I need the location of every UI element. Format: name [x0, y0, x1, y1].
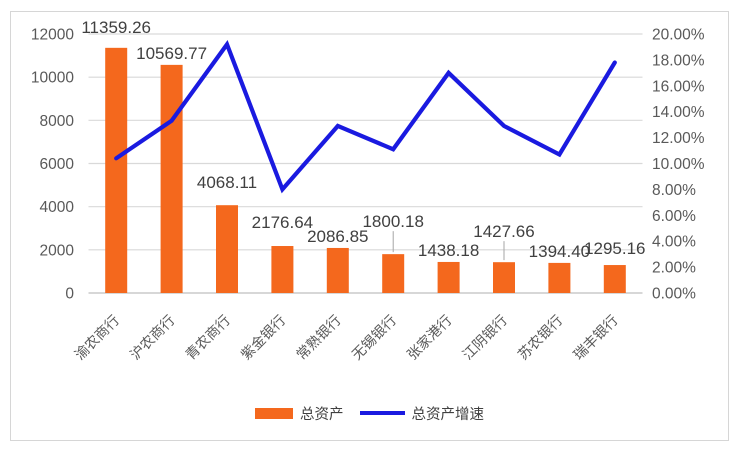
right-axis-tick: 10.00%	[652, 156, 705, 173]
x-label-青农商行: 青农商行	[182, 312, 233, 363]
line-series-swatch	[359, 411, 405, 415]
left-axis-tick: 4000	[40, 199, 75, 216]
x-label-紫金银行: 紫金银行	[238, 312, 289, 363]
chart-frame: 11359.26 10569.77 4068.11 2176.64 2086.85 180…	[10, 11, 729, 441]
x-label-沪农商行: 沪农商行	[127, 312, 178, 363]
x-label-苏农银行: 苏农银行	[515, 312, 566, 363]
bar-series-swatch	[255, 407, 293, 419]
bar-渝农商行	[105, 47, 128, 294]
x-label-张家港行: 张家港行	[404, 312, 455, 363]
left-axis-tick: 8000	[40, 113, 75, 130]
x-label-瑞丰银行: 瑞丰银行	[570, 312, 621, 363]
growth-line	[114, 39, 617, 194]
x-label-江阴银行: 江阴银行	[459, 312, 510, 363]
legend-item-total-assets: 总资产	[255, 403, 344, 424]
right-axis-tick: 4.00%	[652, 234, 696, 251]
data-label-苏农银行: 1394.40	[529, 242, 590, 261]
data-label-无锡银行: 1800.18	[362, 212, 423, 231]
x-label-无锡银行: 无锡银行	[348, 312, 399, 363]
left-axis-tick: 6000	[40, 156, 75, 173]
right-axis-tick: 8.00%	[652, 182, 696, 199]
bar-张家港行	[437, 261, 460, 293]
bar-瑞丰银行	[603, 265, 626, 293]
right-axis-tick: 20.00%	[652, 27, 705, 44]
data-label-青农商行: 4068.11	[197, 173, 257, 192]
right-axis-tick: 6.00%	[652, 208, 696, 225]
data-label-张家港行: 1438.18	[418, 241, 479, 260]
left-axis-tick: 12000	[31, 27, 74, 44]
right-axis-tick: 16.00%	[652, 78, 705, 95]
bar-江阴银行	[493, 262, 515, 293]
bar-无锡银行	[382, 254, 405, 293]
right-axis-tick: 12.00%	[652, 130, 705, 147]
x-label-渝农商行: 渝农商行	[71, 312, 122, 363]
bar-苏农银行	[548, 262, 571, 293]
data-label-江阴银行: 1427.66	[473, 222, 534, 241]
left-axis-tick: 2000	[40, 242, 75, 259]
right-axis-tick: 0.00%	[652, 286, 696, 303]
bar-沪农商行	[160, 64, 183, 293]
x-label-常熟银行: 常熟银行	[293, 312, 344, 363]
data-label-渝农商行: 11359.26	[81, 18, 151, 37]
bar-紫金银行	[271, 246, 294, 293]
chart-legend: 总资产 总资产增速	[11, 401, 728, 425]
right-axis-tick: 18.00%	[652, 52, 705, 69]
data-label-常熟银行: 2086.85	[307, 227, 368, 246]
legend-item-asset-growth: 总资产增速	[359, 403, 485, 424]
bar-青农商行	[216, 205, 238, 293]
left-axis-tick: 10000	[31, 70, 74, 87]
right-axis-tick: 14.00%	[652, 104, 705, 121]
legend-label-total-assets: 总资产	[300, 406, 344, 423]
right-axis-tick: 2.00%	[652, 260, 696, 277]
legend-label-asset-growth: 总资产增速	[411, 406, 485, 423]
left-axis-tick: 0	[65, 286, 74, 303]
data-label-沪农商行: 10569.77	[136, 44, 207, 63]
data-label-瑞丰银行: 1295.16	[584, 239, 645, 258]
bar-常熟银行	[326, 247, 349, 293]
data-label-紫金银行: 2176.64	[252, 213, 313, 232]
